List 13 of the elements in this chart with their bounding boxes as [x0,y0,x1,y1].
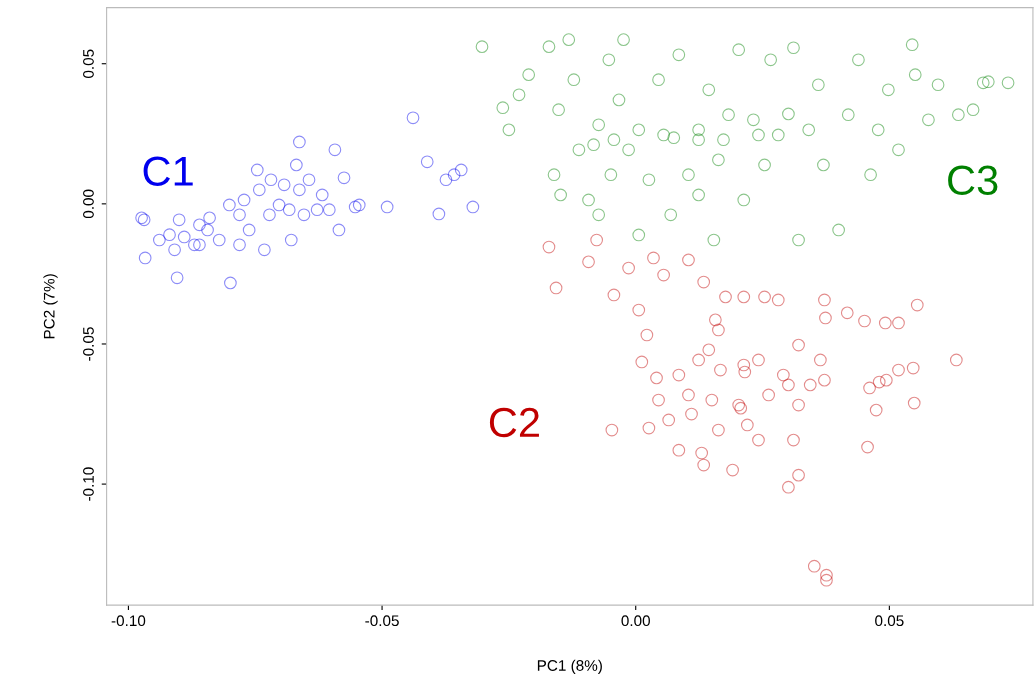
x-tick-label: 0.05 [875,615,904,627]
x-tick-label: 0.00 [621,615,650,627]
y-tick-label: 0.00 [83,189,94,219]
y-axis-title: PC2 (7%) [43,274,58,339]
series-label: C3 [948,165,998,196]
series-label: C1 [143,156,193,186]
y-tick-label: 0.05 [83,49,94,78]
x-axis-title: PC1 (8%) [537,659,602,674]
y-tick-label: -0.05 [83,327,94,361]
series-label: C2 [489,407,539,438]
x-tick-label: -0.05 [365,615,399,627]
y-tick-label: -0.10 [83,467,94,501]
x-tick-label: -0.10 [111,615,146,627]
